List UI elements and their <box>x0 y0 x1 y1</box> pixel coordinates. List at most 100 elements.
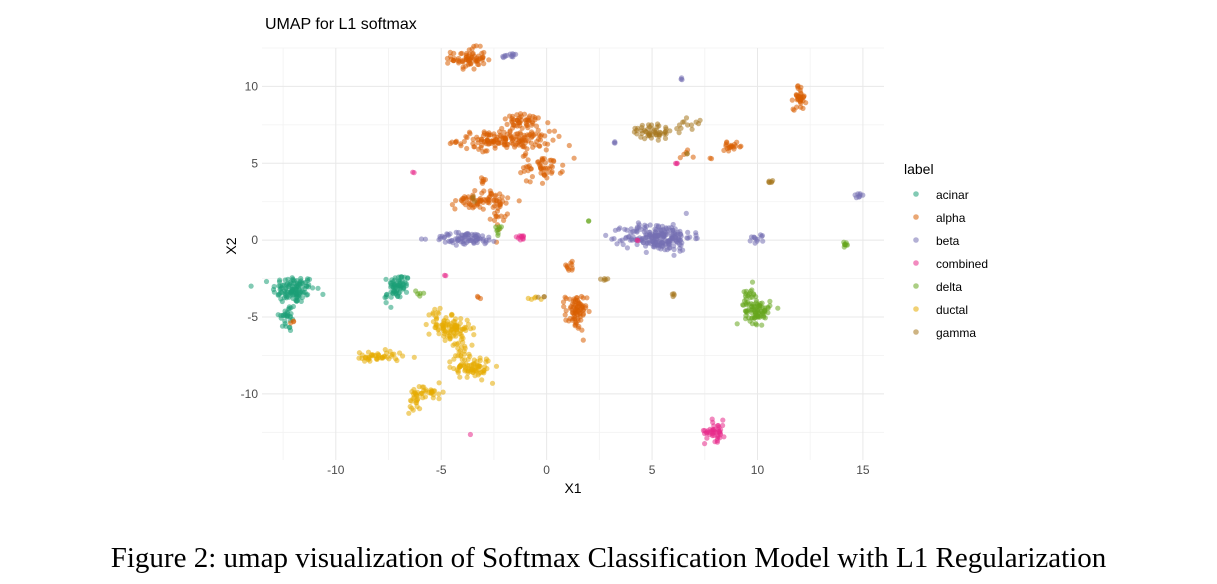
point-beta <box>677 237 683 244</box>
point-beta <box>659 223 666 229</box>
point-alpha <box>727 144 733 150</box>
point-acinar <box>302 289 308 295</box>
point-acinar <box>400 286 406 292</box>
point-beta <box>486 237 492 243</box>
point-delta <box>586 218 592 224</box>
point-delta <box>413 288 419 294</box>
point-gamma <box>470 195 476 201</box>
point-alpha <box>482 197 489 203</box>
point-beta <box>667 227 674 233</box>
point-delta <box>767 298 773 304</box>
point-combined <box>715 423 721 429</box>
point-ductal <box>451 356 457 362</box>
point-beta <box>616 226 622 232</box>
point-ductal <box>468 326 474 332</box>
point-ductal <box>423 321 429 328</box>
point-delta <box>749 287 755 293</box>
point-acinar <box>315 285 321 291</box>
series-beta <box>418 51 866 258</box>
point-alpha <box>494 208 500 214</box>
point-acinar <box>310 285 316 291</box>
point-alpha <box>562 312 568 318</box>
point-acinar <box>286 281 293 288</box>
point-alpha <box>460 64 466 70</box>
y-axis-title: X2 <box>223 237 239 254</box>
point-acinar <box>282 318 288 324</box>
point-beta <box>510 51 517 58</box>
point-acinar <box>294 295 300 301</box>
point-combined <box>410 169 416 175</box>
point-acinar <box>405 275 411 281</box>
point-alpha <box>477 43 483 49</box>
point-ductal <box>489 380 496 386</box>
point-alpha <box>479 179 485 185</box>
point-ductal <box>442 337 448 343</box>
point-gamma <box>639 125 645 131</box>
point-beta <box>476 235 482 241</box>
point-alpha <box>530 144 536 150</box>
point-beta <box>687 234 693 240</box>
point-beta <box>759 233 766 239</box>
point-acinar <box>383 300 389 306</box>
point-combined <box>702 441 708 447</box>
point-combined <box>720 417 726 423</box>
point-delta <box>775 305 781 311</box>
point-ductal <box>465 321 472 327</box>
point-gamma <box>662 135 669 141</box>
point-beta <box>603 232 609 238</box>
point-alpha <box>444 55 450 62</box>
series-gamma <box>470 115 776 300</box>
legend-key-combined <box>913 260 919 266</box>
point-alpha <box>449 202 455 208</box>
point-alpha <box>794 104 800 110</box>
point-alpha <box>528 166 534 172</box>
point-alpha <box>571 155 577 161</box>
point-alpha <box>461 200 467 206</box>
point-acinar <box>248 283 254 289</box>
point-ductal <box>462 357 468 363</box>
point-combined <box>704 435 710 441</box>
point-combined <box>635 238 641 244</box>
point-alpha <box>526 115 532 121</box>
point-ductal <box>436 391 442 397</box>
point-combined <box>467 431 473 438</box>
point-delta <box>495 230 501 236</box>
y-tick-label: 5 <box>251 156 258 170</box>
point-beta <box>480 238 486 244</box>
point-alpha <box>738 143 744 149</box>
point-acinar <box>277 277 283 283</box>
umap-scatter-plot: -10 -5 0 5 10 15 10 5 0 -5 -10 X1 X2 label acinar a… <box>223 43 988 496</box>
point-alpha <box>504 121 510 127</box>
y-tick-label: 0 <box>251 233 258 247</box>
y-tick-label: -5 <box>247 310 258 324</box>
point-acinar <box>282 290 288 296</box>
point-ductal <box>462 367 468 373</box>
point-alpha <box>527 132 533 138</box>
point-ductal <box>466 351 472 357</box>
point-alpha <box>543 147 549 153</box>
point-alpha <box>472 188 478 194</box>
point-ductal <box>406 410 412 416</box>
point-beta <box>751 234 757 240</box>
point-alpha <box>539 157 546 163</box>
point-alpha <box>534 139 540 145</box>
point-alpha <box>576 323 582 330</box>
point-acinar <box>275 312 281 318</box>
point-ductal <box>359 352 365 358</box>
point-beta <box>622 226 628 232</box>
point-beta <box>653 223 660 229</box>
point-delta <box>497 226 503 232</box>
point-acinar <box>305 284 312 290</box>
point-acinar <box>402 279 408 285</box>
point-alpha <box>507 133 513 139</box>
point-alpha <box>721 147 727 153</box>
point-alpha <box>499 125 505 132</box>
point-alpha <box>708 156 715 162</box>
point-alpha <box>509 119 515 125</box>
point-alpha <box>535 127 541 133</box>
point-beta <box>642 225 648 231</box>
point-beta <box>422 236 428 242</box>
point-alpha <box>551 128 558 134</box>
point-alpha <box>471 43 477 49</box>
point-gamma <box>676 130 682 136</box>
